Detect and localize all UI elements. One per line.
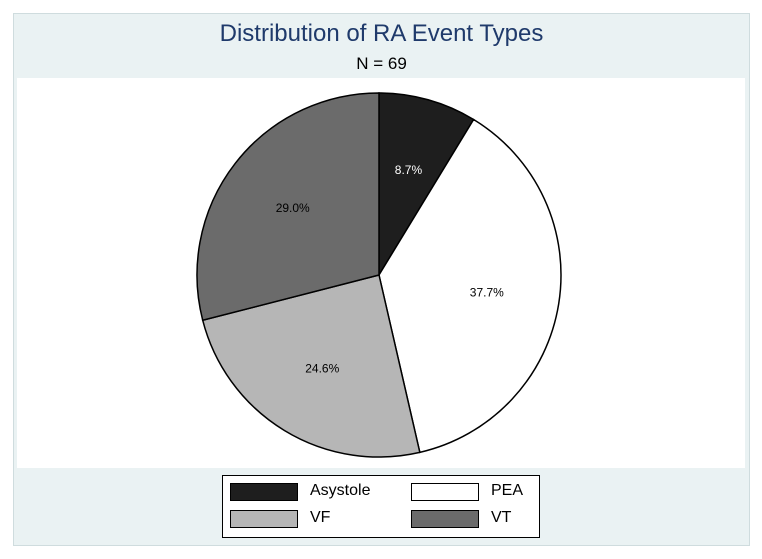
pie-chart: 8.7% 37.7% 24.6% 29.0% — [196, 92, 562, 458]
legend-swatch-vf — [230, 510, 298, 528]
pie-slice-vf — [201, 274, 421, 458]
legend-label-vf: VF — [310, 509, 331, 526]
pie-slice-asystole — [378, 92, 475, 278]
legend-label-asystole: Asystole — [310, 482, 371, 499]
legend-swatch-pea — [411, 483, 479, 501]
pie-slice-vt — [196, 92, 380, 322]
chart-subtitle: N = 69 — [356, 54, 407, 73]
legend-swatch-asystole — [230, 483, 298, 501]
legend: Asystole PEA VF VT — [222, 475, 540, 538]
slice-label-asystole: 8.7% — [395, 163, 423, 177]
legend-swatch-vt — [411, 510, 479, 528]
chart-title: Distribution of RA Event Types — [219, 20, 544, 47]
pie-slice-pea — [378, 118, 562, 454]
legend-label-pea: PEA — [491, 482, 524, 499]
legend-label-vt: VT — [491, 509, 512, 526]
slice-label-pea: 37.7% — [470, 285, 504, 299]
slice-label-vf: 24.6% — [305, 361, 339, 375]
plot-area: 8.7% 37.7% 24.6% 29.0% — [17, 78, 745, 468]
slice-label-vt: 29.0% — [276, 201, 310, 215]
